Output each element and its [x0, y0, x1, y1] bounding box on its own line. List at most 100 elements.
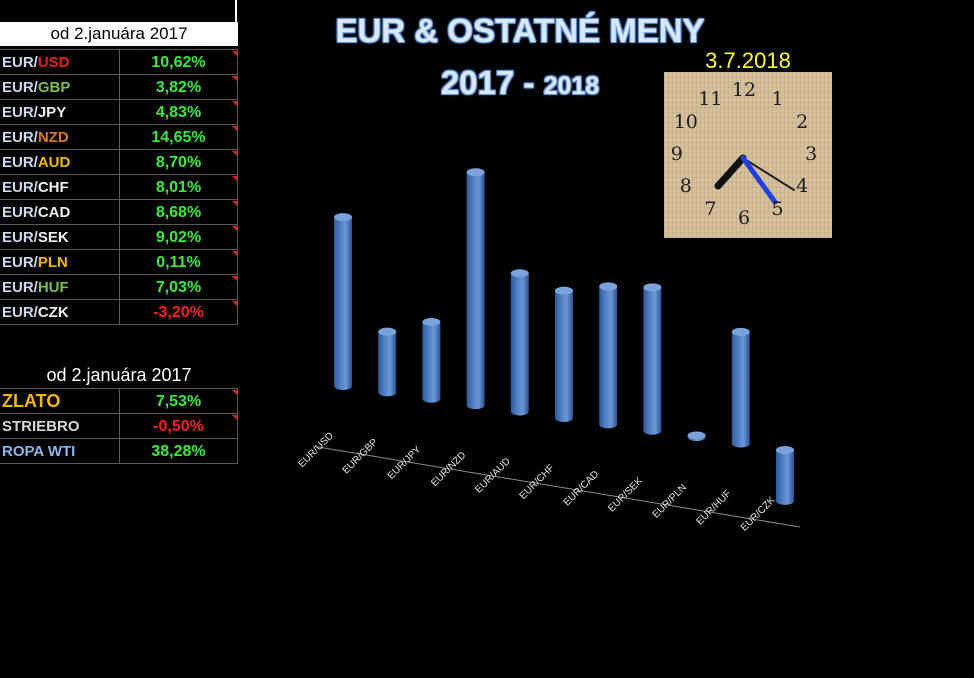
pair-quote: NZD: [37, 129, 69, 146]
fx-row: EUR/CAD 8,68%: [0, 200, 238, 225]
commodities-table: ZLATO 7,53% STRIEBRO -0,50% ROPA WTI 38,28%: [0, 388, 238, 464]
clock-minute-hand: [740, 155, 778, 205]
commodity-name: ROPA WTI: [0, 439, 120, 463]
pair-base: EUR/: [2, 154, 38, 171]
pair-name: EUR/CZK: [0, 300, 120, 324]
bar-eur-sek: [643, 283, 662, 435]
pair-name: EUR/JPY: [0, 100, 120, 124]
pair-base: EUR/: [2, 279, 38, 296]
pair-change: -3,20%: [120, 300, 238, 324]
bar-eur-usd: [334, 213, 352, 390]
x-tick-label: EUR/CHF: [518, 463, 557, 502]
comment-indicator-icon: [232, 226, 237, 231]
bar-eur-nzd: [466, 168, 485, 410]
clock-second-hand: [742, 157, 795, 191]
clock-number: 3: [805, 143, 818, 165]
x-tick-label: EUR/AUD: [473, 456, 513, 496]
pair-quote: CZK: [37, 304, 69, 321]
pair-base: EUR/: [2, 129, 38, 146]
fx-row: EUR/GBP 3,82%: [0, 75, 238, 100]
fx-row: EUR/USD 10,62%: [0, 50, 238, 75]
x-tick-label: EUR/SEK: [606, 475, 645, 514]
pair-name: EUR/CHF: [0, 175, 120, 199]
x-tick-label: EUR/PLN: [651, 482, 689, 520]
pair-name: EUR/CAD: [0, 200, 120, 224]
clock-number: 1: [771, 87, 784, 110]
bar-eur-huf: [731, 327, 750, 448]
pair-name: EUR/SEK: [0, 225, 120, 249]
clock-number: 7: [704, 198, 717, 221]
pair-name: EUR/NZD: [0, 125, 120, 149]
commodity-change: 38,28%: [120, 439, 238, 463]
pair-change: 8,68%: [120, 200, 238, 224]
pair-base: EUR/: [2, 79, 38, 96]
comment-indicator-icon: [232, 51, 237, 56]
analog-clock: 12 1 2 3 4 5 6 7 8 9 10 11: [664, 72, 832, 238]
chart-floor-line: [317, 446, 801, 528]
pair-name: EUR/AUD: [0, 150, 120, 174]
pair-quote: SEK: [37, 229, 69, 246]
bar-eur-czk: [776, 446, 794, 505]
panel-header: od 2.januára 2017: [0, 22, 238, 46]
x-tick-label: EUR/HUF: [694, 488, 733, 527]
clock-number: 6: [737, 207, 751, 229]
comment-indicator-icon: [232, 415, 237, 420]
pair-quote: USD: [37, 54, 70, 71]
pair-name: EUR/GBP: [0, 75, 120, 99]
commodity-change: -0,50%: [120, 414, 238, 438]
commodities-header: od 2.januára 2017: [46, 365, 192, 385]
bar-eur-cad: [599, 282, 618, 429]
commodity-row: ZLATO 7,53%: [0, 389, 238, 414]
chart-subtitle: 2017 - 2018: [380, 64, 660, 102]
comment-indicator-icon: [232, 276, 237, 281]
bar-eur-jpy: [422, 318, 441, 403]
pair-base: EUR/: [2, 204, 38, 221]
pair-name: EUR/PLN: [0, 250, 120, 274]
fx-row: EUR/NZD 14,65%: [0, 125, 238, 150]
x-tick-label: EUR/NZD: [429, 450, 468, 489]
bar-eur-aud: [510, 269, 529, 416]
comment-indicator-icon: [232, 390, 237, 395]
pair-change: 7,03%: [120, 275, 238, 299]
pair-base: EUR/: [2, 254, 38, 271]
pair-base: EUR/: [2, 179, 38, 196]
subtitle-years: 2017 -: [440, 64, 544, 101]
comment-indicator-icon: [232, 126, 237, 131]
clock-number: 5: [771, 198, 784, 221]
comment-indicator-icon: [232, 76, 237, 81]
pair-base: EUR/: [2, 54, 38, 71]
commodity-change: 7,53%: [120, 389, 238, 413]
fx-row: EUR/CHF 8,01%: [0, 175, 238, 200]
fx-row: EUR/SEK 9,02%: [0, 225, 238, 250]
clock-number: 4: [796, 175, 809, 197]
fx-row: EUR/AUD 8,70%: [0, 150, 238, 175]
bar-eur-chf: [555, 286, 573, 422]
commodity-row: STRIEBRO -0,50%: [0, 414, 238, 439]
pair-quote: GBP: [37, 79, 71, 96]
fx-table: EUR/USD 10,62% EUR/GBP 3,82% EUR/JPY 4,83% EUR…: [0, 49, 238, 325]
comment-indicator-icon: [232, 101, 237, 106]
pair-change: 9,02%: [120, 225, 238, 249]
clock-number: 8: [679, 175, 692, 197]
clock-number: 9: [670, 143, 683, 165]
x-tick-label: EUR/CZK: [739, 495, 778, 534]
clock-number: 12: [731, 79, 757, 101]
pair-change: 14,65%: [120, 125, 238, 149]
chart-title: EUR & OSTATNÉ MENY: [335, 12, 705, 49]
x-tick-label: EUR/JPY: [386, 444, 424, 482]
commodity-name: STRIEBRO: [0, 414, 120, 438]
clock-date: 3.7.2018: [705, 48, 791, 73]
bar-eur-pln: [687, 431, 706, 442]
pair-change: 8,01%: [120, 175, 238, 199]
pair-base: EUR/: [2, 304, 38, 321]
pair-change: 3,82%: [120, 75, 238, 99]
comment-indicator-icon: [232, 201, 237, 206]
pair-quote: HUF: [37, 279, 69, 296]
pair-base: EUR/: [2, 229, 38, 246]
pair-change: 0,11%: [120, 250, 238, 274]
clock-number: 2: [796, 111, 809, 133]
comment-indicator-icon: [232, 151, 237, 156]
pair-name: EUR/HUF: [0, 275, 120, 299]
